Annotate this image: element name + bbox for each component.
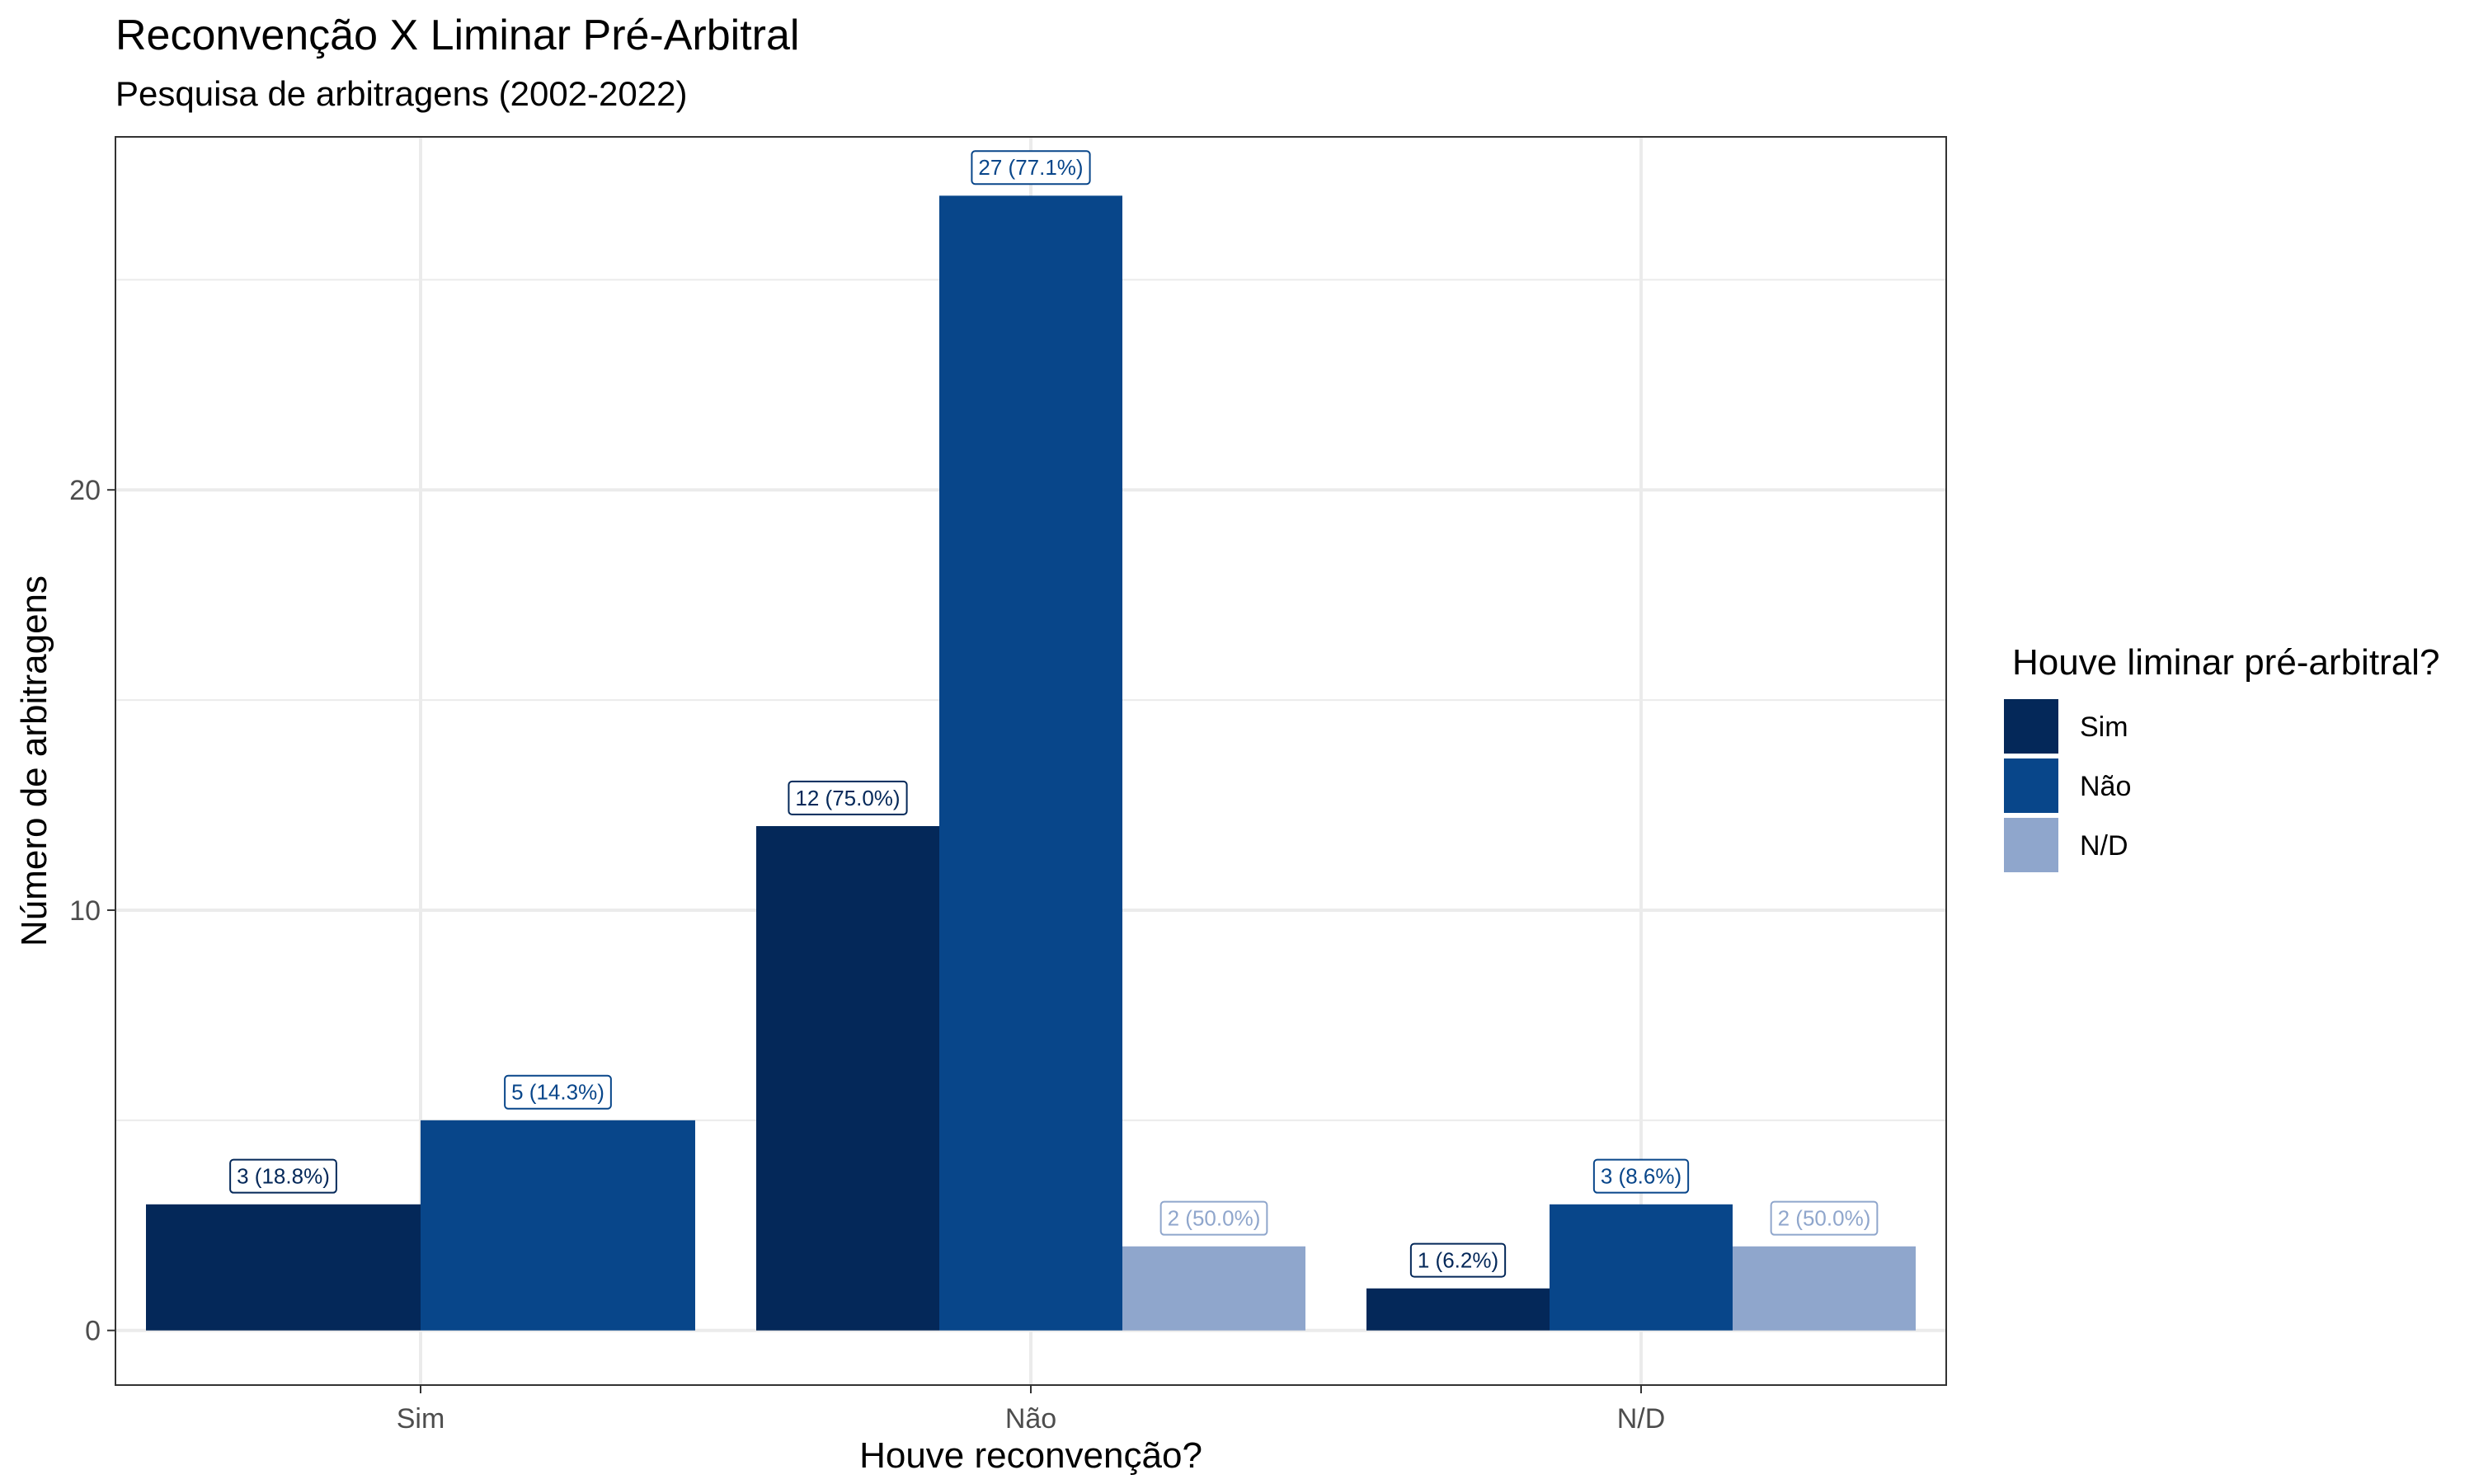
data-label-text: 5 (14.3%) — [511, 1080, 604, 1105]
legend: Houve liminar pré-arbitral? Sim Não N/D — [2004, 642, 2439, 872]
legend-title: Houve liminar pré-arbitral? — [2012, 642, 2439, 683]
data-label-text: 27 (77.1%) — [978, 155, 1083, 180]
data-label-Não-N/D: 2 (50.0%) — [1159, 1200, 1268, 1236]
legend-label-Não: Não — [2080, 771, 2131, 802]
data-label-N/D-N/D: 2 (50.0%) — [1770, 1200, 1879, 1236]
y-axis: 0 10 20 — [69, 475, 115, 1347]
data-label-N/D-Sim: 1 (6.2%) — [1409, 1242, 1507, 1278]
chart-title: Reconvenção X Liminar Pré-Arbitral — [115, 12, 799, 59]
data-label-box — [788, 780, 908, 815]
bar-N/D-Sim — [1366, 1288, 1550, 1331]
data-label-text: 2 (50.0%) — [1168, 1206, 1261, 1231]
legend-key-Não — [2004, 758, 2058, 813]
data-label-text: 12 (75.0%) — [795, 786, 900, 810]
bar-Não-N/D — [1122, 1246, 1305, 1331]
data-label-box — [1159, 1200, 1268, 1236]
data-label-Não-Não: 27 (77.1%) — [971, 150, 1091, 186]
bar-Não-Não — [939, 195, 1122, 1331]
bar-Não-Sim — [756, 826, 939, 1331]
data-label-box — [1592, 1158, 1690, 1194]
data-label-Sim-Sim: 3 (18.8%) — [229, 1158, 337, 1194]
x-axis-title: Houve reconvenção? — [859, 1435, 1202, 1476]
data-label-box — [971, 150, 1091, 186]
chart-subtitle: Pesquisa de arbitragens (2002-2022) — [115, 74, 687, 113]
data-label-text: 2 (50.0%) — [1778, 1206, 1871, 1231]
data-label-text: 3 (18.8%) — [237, 1164, 330, 1189]
bar-N/D-Não — [1550, 1204, 1733, 1331]
data-label-box — [1770, 1200, 1879, 1236]
x-tick-label-2: N/D — [1617, 1403, 1666, 1435]
legend-label-N/D: N/D — [2080, 830, 2128, 862]
data-label-Não-Sim: 12 (75.0%) — [788, 780, 908, 815]
data-label-box — [504, 1074, 612, 1110]
data-label-text: 1 (6.2%) — [1418, 1248, 1498, 1273]
data-label-Sim-Não: 5 (14.3%) — [504, 1074, 612, 1110]
data-label-N/D-Não: 3 (8.6%) — [1592, 1158, 1690, 1194]
y-tick-label-0: 0 — [85, 1316, 101, 1347]
bar-Sim-Não — [421, 1120, 695, 1331]
data-label-text: 3 (8.6%) — [1601, 1164, 1681, 1189]
x-tick-label-0: Sim — [397, 1403, 445, 1435]
bar-N/D-N/D — [1733, 1246, 1916, 1331]
legend-key-Sim — [2004, 699, 2058, 754]
data-label-box — [229, 1158, 337, 1194]
bars — [146, 195, 1916, 1331]
x-axis: Sim Não N/D — [397, 1385, 1666, 1435]
legend-label-Sim: Sim — [2080, 711, 2128, 743]
legend-key-N/D — [2004, 818, 2058, 872]
y-tick-label-2: 20 — [69, 475, 101, 506]
bar-Sim-Sim — [146, 1204, 421, 1331]
x-tick-label-1: Não — [1005, 1403, 1056, 1435]
y-tick-label-1: 10 — [69, 895, 101, 927]
y-axis-title: Número de arbitragens — [14, 575, 54, 946]
data-label-box — [1409, 1242, 1507, 1278]
bar-labels: 3 (18.8%) 5 (14.3%) 12 (75.0%) 27 (77.1%) 2 … — [229, 150, 1879, 1278]
